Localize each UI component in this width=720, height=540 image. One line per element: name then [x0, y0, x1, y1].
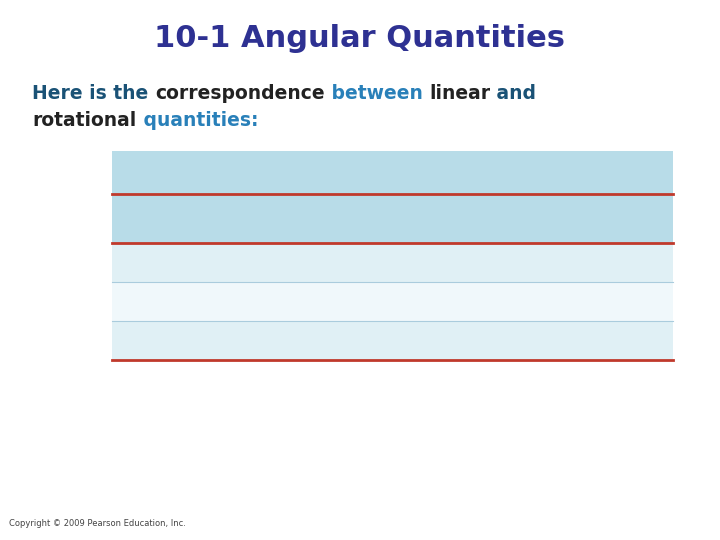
Text: $v$: $v$	[140, 294, 152, 309]
Text: Rota-
tional: Rota- tional	[420, 200, 465, 230]
Text: Linear and Rotational Quantities: Linear and Rotational Quantities	[125, 176, 420, 191]
Text: $x$: $x$	[140, 255, 152, 270]
Text: $x = R\theta$: $x = R\theta$	[539, 254, 589, 271]
Text: $\alpha$: $\alpha$	[436, 331, 449, 349]
Text: acceleration: acceleration	[187, 333, 278, 348]
Text: $v = R\omega$: $v = R\omega$	[538, 293, 590, 309]
Text: between: between	[325, 84, 429, 103]
Text: rotational: rotational	[32, 111, 137, 130]
Text: linear: linear	[429, 84, 490, 103]
Text: correspondence: correspondence	[155, 84, 325, 103]
Text: quantities:: quantities:	[137, 111, 258, 130]
Text: Relation
(θ in radians): Relation (θ in radians)	[511, 200, 616, 230]
Text: 10-1 Angular Quantities: 10-1 Angular Quantities	[155, 24, 565, 53]
Text: $a_{\rm tan} = R\alpha$: $a_{\rm tan} = R\alpha$	[529, 331, 598, 349]
Text: Copyright © 2009 Pearson Education, Inc.: Copyright © 2009 Pearson Education, Inc.	[9, 519, 186, 528]
Text: displacement: displacement	[183, 255, 282, 270]
Text: TABLE 10–1: TABLE 10–1	[125, 157, 228, 172]
Text: Here is the: Here is the	[32, 84, 155, 103]
Text: and: and	[490, 84, 536, 103]
Text: Linear: Linear	[122, 200, 171, 214]
Text: $a_{\rm tan}$: $a_{\rm tan}$	[132, 332, 160, 348]
Text: Type: Type	[215, 200, 251, 214]
Text: $\omega$: $\omega$	[435, 292, 451, 310]
Text: velocity: velocity	[204, 294, 261, 309]
Text: $\theta$: $\theta$	[437, 253, 449, 272]
